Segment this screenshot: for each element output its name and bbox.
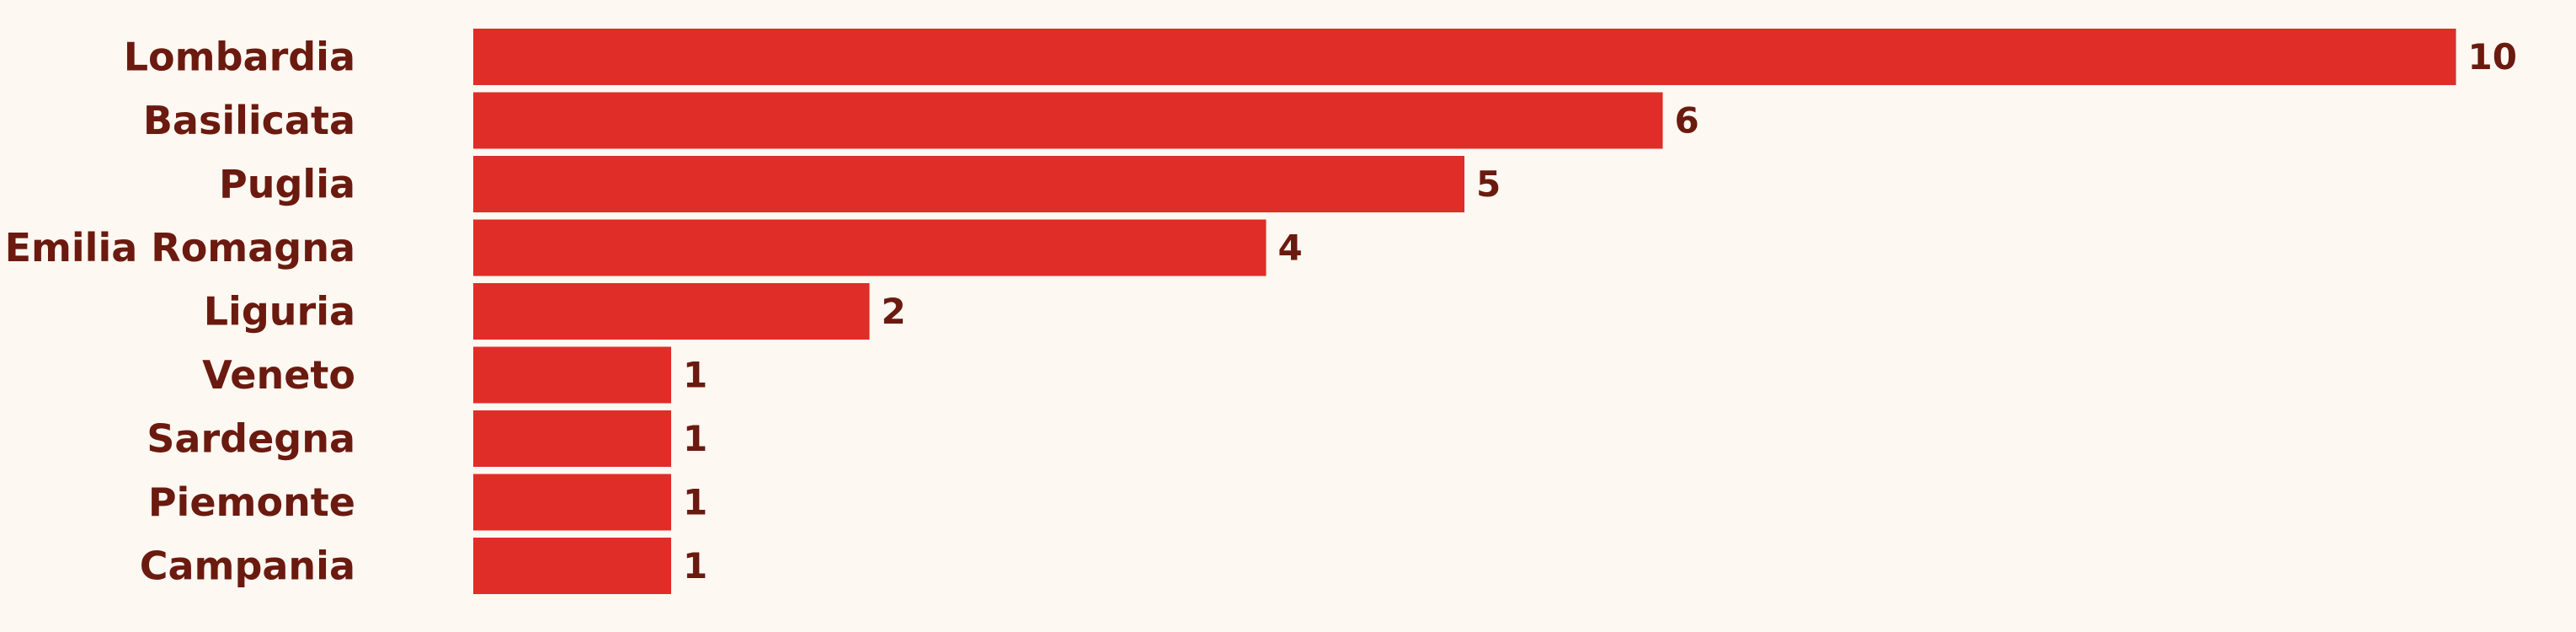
category-labels: Lombardia Basilicata Puglia Emilia Romagna L… xyxy=(5,35,355,589)
category-label-liguria: Liguria xyxy=(204,289,355,335)
value-label-emilia-romagna: 4 xyxy=(1278,228,1303,269)
bar-liguria xyxy=(473,283,870,340)
value-label-veneto: 1 xyxy=(683,355,707,396)
category-label-basilicata: Basilicata xyxy=(143,98,355,143)
value-label-campania: 1 xyxy=(683,545,707,586)
value-labels: 10 6 5 4 2 1 1 1 1 xyxy=(683,36,2517,586)
category-label-sardegna: Sardegna xyxy=(147,416,355,462)
value-label-sardegna: 1 xyxy=(683,418,707,459)
category-label-lombardia: Lombardia xyxy=(124,35,355,80)
bars-group xyxy=(473,29,2456,594)
bar-lombardia xyxy=(473,29,2456,85)
category-label-emilia-romagna: Emilia Romagna xyxy=(5,225,355,270)
value-label-lombardia: 10 xyxy=(2468,36,2517,78)
value-label-piemonte: 1 xyxy=(683,482,707,523)
bar-veneto xyxy=(473,346,671,404)
category-label-piemonte: Piemonte xyxy=(148,479,355,525)
value-label-liguria: 2 xyxy=(882,291,906,332)
bar-puglia xyxy=(473,156,1464,212)
category-label-puglia: Puglia xyxy=(219,162,355,207)
value-label-puglia: 5 xyxy=(1476,163,1501,205)
category-label-campania: Campania xyxy=(140,544,355,589)
bar-piemonte xyxy=(473,474,671,531)
bar-sardegna xyxy=(473,410,671,467)
value-label-basilicata: 6 xyxy=(1675,100,1699,142)
category-label-veneto: Veneto xyxy=(202,352,355,398)
bar-basilicata xyxy=(473,92,1663,149)
bar-campania xyxy=(473,538,671,594)
bar-emilia-romagna xyxy=(473,219,1267,276)
